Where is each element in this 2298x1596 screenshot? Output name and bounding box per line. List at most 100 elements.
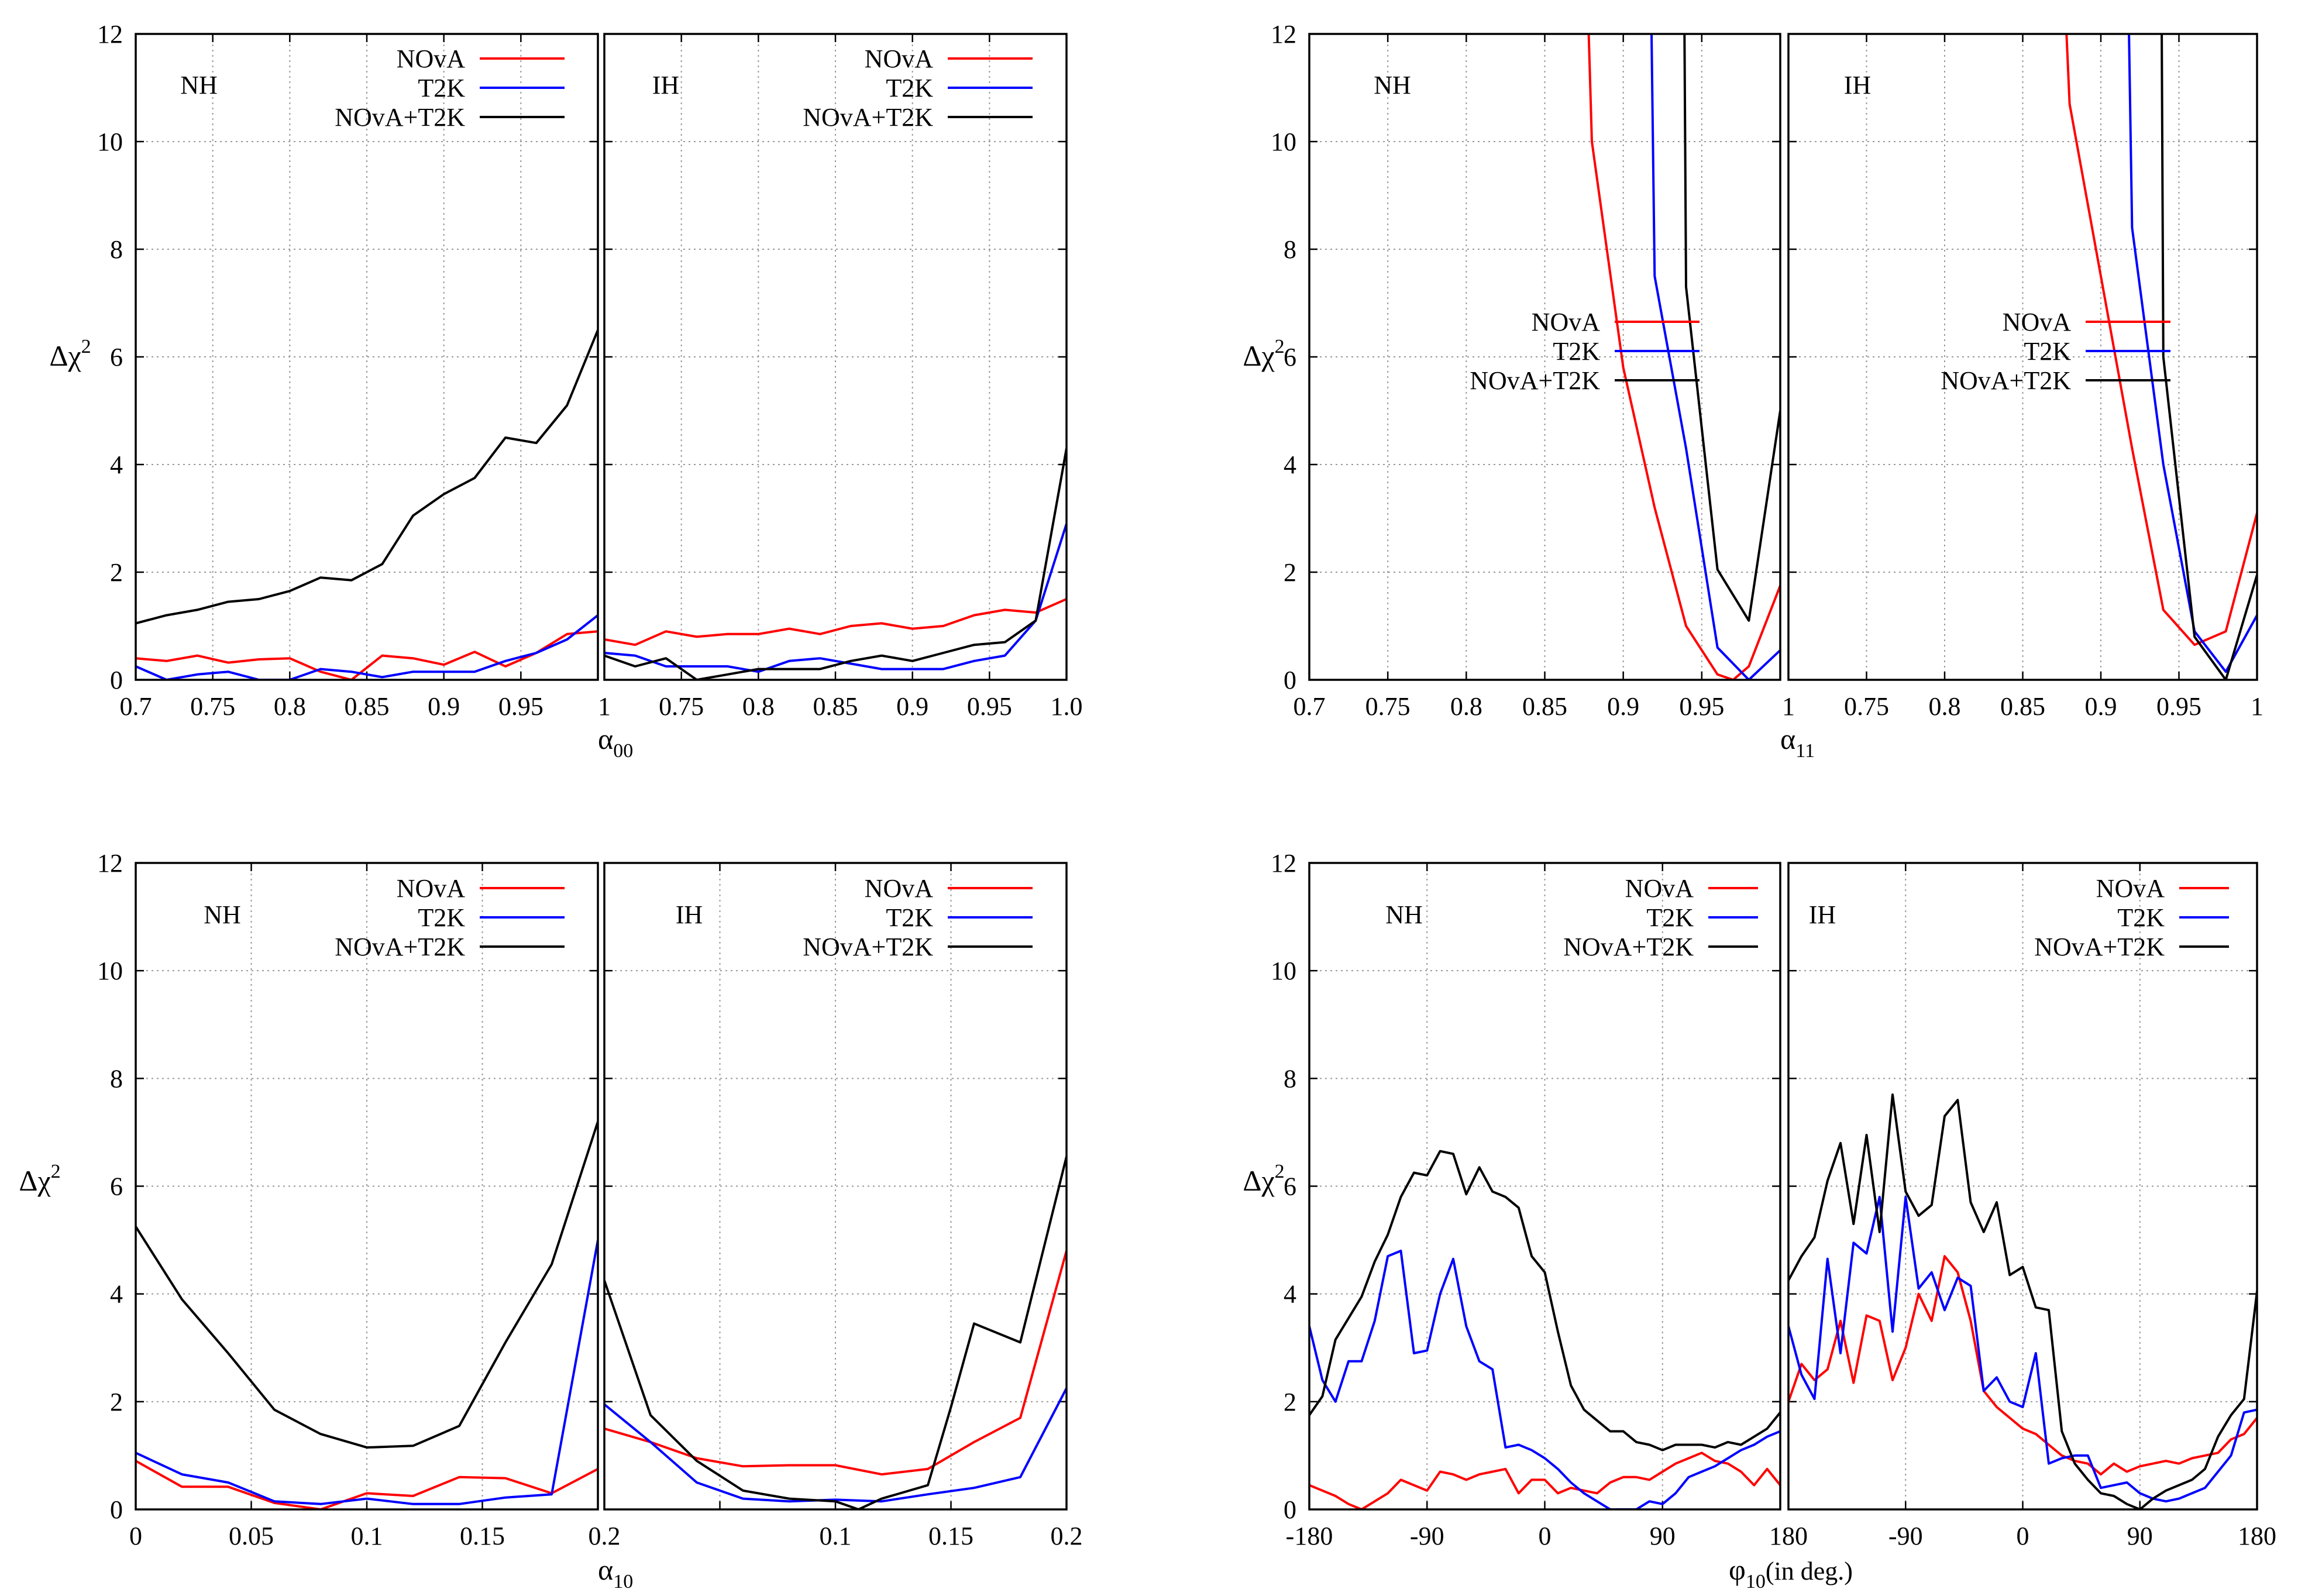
- ytick-label: 8: [110, 1064, 123, 1093]
- hierarchy-label: NH: [204, 900, 241, 929]
- xtick-label: -180: [1286, 1522, 1333, 1550]
- series-line-nova: [1587, 34, 1780, 680]
- xtick-label: 0.95: [2156, 692, 2201, 721]
- series-line-nova-t2k: [604, 1156, 1067, 1509]
- series-line-nova-t2k: [1683, 34, 1780, 622]
- xtick-label: 0.9: [428, 692, 460, 721]
- ytick-label: 12: [97, 849, 123, 878]
- legend-label: T2K: [2117, 903, 2165, 932]
- legend-label: NOvA: [397, 874, 466, 903]
- ytick-label: 12: [1271, 849, 1296, 878]
- y-axis-label: Δχ2: [19, 1161, 60, 1197]
- y-axis-label: Δχ2: [1243, 1161, 1284, 1197]
- xtick-label: -90: [1888, 1522, 1923, 1550]
- series-line-nova-t2k: [2161, 34, 2257, 680]
- legend-label: NOvA: [1532, 308, 1601, 336]
- legend-label: NOvA+T2K: [1470, 366, 1600, 395]
- ytick-label: 12: [97, 20, 123, 49]
- legend-label: T2K: [886, 74, 933, 102]
- series-line-t2k: [1309, 1250, 1780, 1509]
- series-line-t2k: [1650, 34, 1780, 680]
- xtick-label: 1.0: [1051, 692, 1083, 721]
- y-axis-label-main: Δχ: [49, 339, 81, 372]
- x-axis-label-tail: (in deg.): [1766, 1557, 1853, 1585]
- series-line-t2k: [1788, 1195, 2257, 1503]
- x-axis-label-sub: 10: [1746, 1571, 1766, 1592]
- x-axis-label-main: α: [1780, 723, 1795, 755]
- hierarchy-label: NH: [180, 71, 218, 99]
- xtick-label: 0.8: [1450, 692, 1482, 721]
- xtick-label: 0.7: [1294, 692, 1326, 721]
- legend-label: T2K: [418, 74, 465, 102]
- ytick-label: 0: [110, 1495, 123, 1524]
- legend-label: T2K: [2024, 337, 2071, 366]
- series-line-nova-t2k: [136, 1121, 598, 1449]
- legend-label: NOvA+T2K: [1563, 933, 1694, 961]
- xtick-label: 0.85: [1522, 692, 1567, 721]
- plot-frame: [1787, 862, 2258, 1511]
- ytick-label: 10: [97, 957, 123, 985]
- series-line-nova-t2k: [136, 329, 598, 625]
- ytick-label: 0: [1284, 1495, 1296, 1524]
- series-line-nova: [1309, 1451, 1780, 1509]
- legend-label: NOvA: [1625, 874, 1694, 903]
- series-line-nova: [604, 598, 1067, 646]
- xtick-label: 0.15: [460, 1522, 505, 1550]
- x-axis-label-main: φ: [1729, 1553, 1746, 1586]
- x-axis-label: α11: [1780, 723, 1815, 762]
- plot-frame: [135, 33, 599, 681]
- xtick-label: 0.1: [820, 1522, 852, 1550]
- y-axis-label-main: Δχ: [1243, 1164, 1274, 1197]
- hierarchy-label: NH: [1374, 71, 1411, 99]
- legend-label: NOvA+T2K: [1941, 366, 2071, 395]
- xtick-label: 0.75: [659, 692, 704, 721]
- xtick-label: 0.75: [1365, 692, 1411, 721]
- legend-label: T2K: [1553, 337, 1600, 366]
- y-axis-label: Δχ2: [1243, 336, 1284, 372]
- legend-label: NOvA: [865, 44, 934, 73]
- panel-alpha00-nh: 0 2 4 6 8 10 12 0.7 0.75 0.8 0.85 0.9 0.95 NH NOvAT2KN…: [97, 20, 599, 721]
- ytick-label: 12: [1271, 20, 1296, 49]
- series-line-t2k: [604, 1387, 1067, 1503]
- xtick-label: 0.85: [345, 692, 390, 721]
- series-line-t2k: [136, 1240, 598, 1505]
- plot-frame: [603, 862, 1068, 1511]
- legend-label: NOvA: [397, 44, 466, 73]
- series-line-t2k: [2128, 34, 2257, 673]
- y-axis-label-sup: 2: [81, 336, 91, 357]
- legend-label: T2K: [886, 903, 933, 932]
- ytick-label: 10: [97, 128, 123, 156]
- legend-label: NOvA+T2K: [335, 933, 465, 961]
- hierarchy-label: IH: [1809, 900, 1836, 929]
- hierarchy-label: IH: [652, 71, 679, 99]
- ytick-label: 4: [1284, 450, 1296, 479]
- series-line-nova: [1788, 1255, 2257, 1476]
- ytick-label: 8: [1284, 1064, 1296, 1093]
- xtick-label: 90: [1650, 1522, 1676, 1550]
- legend-label: T2K: [1646, 903, 1694, 932]
- x-axis-label-sub: 11: [1795, 740, 1815, 762]
- hierarchy-label: IH: [1844, 71, 1871, 99]
- ytick-label: 2: [1284, 1388, 1296, 1416]
- hierarchy-label: IH: [676, 900, 703, 929]
- xtick-label: 0: [1539, 1522, 1552, 1550]
- plot-frame: [603, 33, 1068, 681]
- y-axis-label-main: Δχ: [19, 1164, 50, 1197]
- x-axis-label: α00: [598, 723, 633, 762]
- plot-frame: [1787, 33, 2258, 681]
- hierarchy-label: NH: [1385, 900, 1423, 929]
- ytick-label: 10: [1271, 128, 1296, 156]
